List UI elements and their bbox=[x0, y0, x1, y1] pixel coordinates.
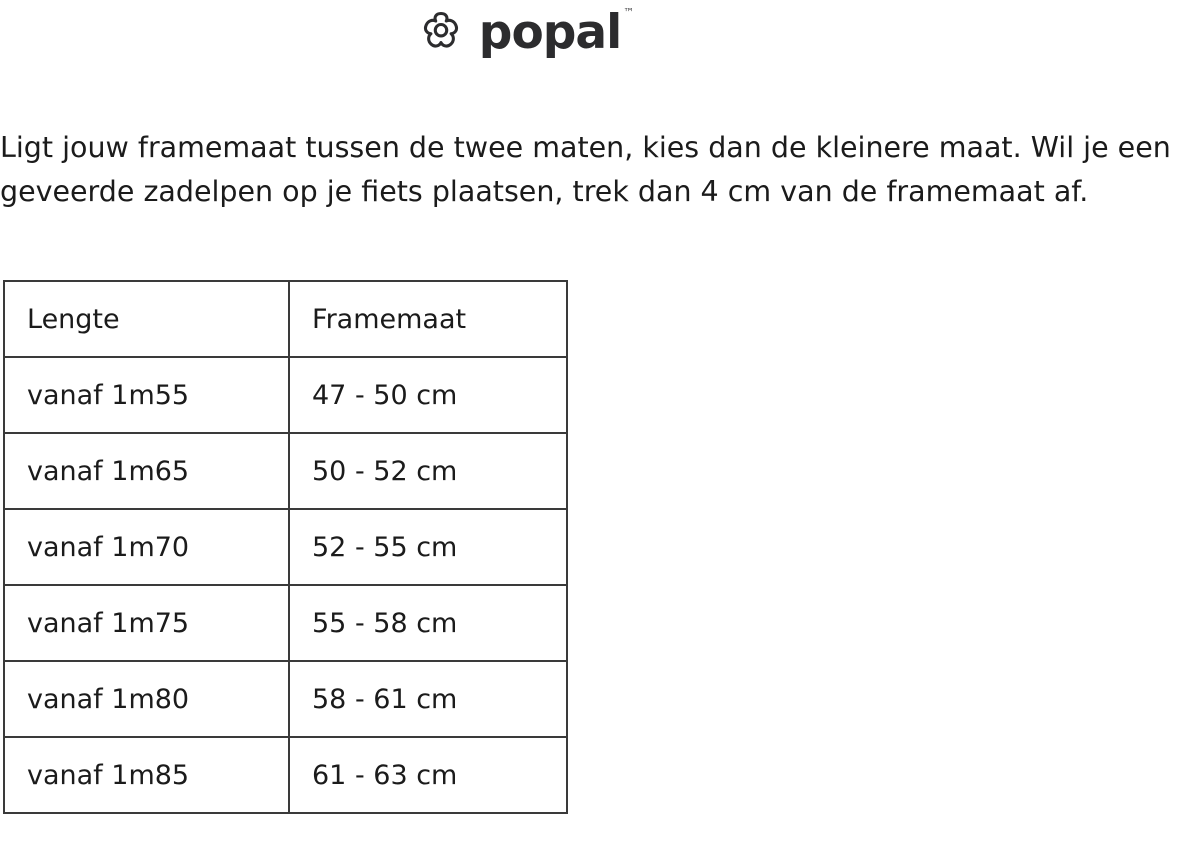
popal-wordmark: popal ™ bbox=[478, 4, 634, 60]
intro-paragraph: Ligt jouw framemaat tussen de twee maten… bbox=[0, 126, 1200, 214]
table-row: vanaf 1m75 55 - 58 cm bbox=[3, 584, 568, 662]
table-row: vanaf 1m80 58 - 61 cm bbox=[3, 660, 568, 738]
cell-lengte: vanaf 1m55 bbox=[3, 356, 290, 434]
cell-lengte: vanaf 1m85 bbox=[3, 736, 290, 814]
intro-line-1: Ligt jouw framemaat tussen de twee maten… bbox=[0, 131, 1171, 164]
trademark-symbol: ™ bbox=[623, 5, 635, 19]
cell-lengte: vanaf 1m75 bbox=[3, 584, 290, 662]
popal-wordmark-text: popal bbox=[478, 4, 622, 60]
cell-lengte: vanaf 1m70 bbox=[3, 508, 290, 586]
cell-framemaat: 52 - 55 cm bbox=[288, 508, 568, 586]
table-row: vanaf 1m70 52 - 55 cm bbox=[3, 508, 568, 586]
column-header-lengte: Lengte bbox=[3, 280, 290, 358]
popal-logo: popal ™ bbox=[419, 4, 634, 60]
table-row: vanaf 1m55 47 - 50 cm bbox=[3, 356, 568, 434]
cell-framemaat: 50 - 52 cm bbox=[288, 432, 568, 510]
cell-lengte: vanaf 1m80 bbox=[3, 660, 290, 738]
frame-size-table: Lengte Framemaat vanaf 1m55 47 - 50 cm v… bbox=[3, 280, 568, 814]
intro-line-2: geveerde zadelpen op je fiets plaatsen, … bbox=[0, 175, 1089, 209]
cell-framemaat: 47 - 50 cm bbox=[288, 356, 568, 434]
cell-framemaat: 55 - 58 cm bbox=[288, 584, 568, 662]
table-body: vanaf 1m55 47 - 50 cm vanaf 1m65 50 - 52… bbox=[3, 356, 568, 814]
cell-framemaat: 61 - 63 cm bbox=[288, 736, 568, 814]
table-header-row: Lengte Framemaat bbox=[3, 280, 568, 358]
table-header: Lengte Framemaat bbox=[3, 280, 568, 358]
column-header-framemaat: Framemaat bbox=[288, 280, 568, 358]
table-row: vanaf 1m85 61 - 63 cm bbox=[3, 736, 568, 814]
cell-framemaat: 58 - 61 cm bbox=[288, 660, 568, 738]
popal-hex-flower-logo-icon bbox=[419, 10, 463, 54]
cell-lengte: vanaf 1m65 bbox=[3, 432, 290, 510]
table-row: vanaf 1m65 50 - 52 cm bbox=[3, 432, 568, 510]
brand-header: popal ™ bbox=[0, 0, 1200, 64]
